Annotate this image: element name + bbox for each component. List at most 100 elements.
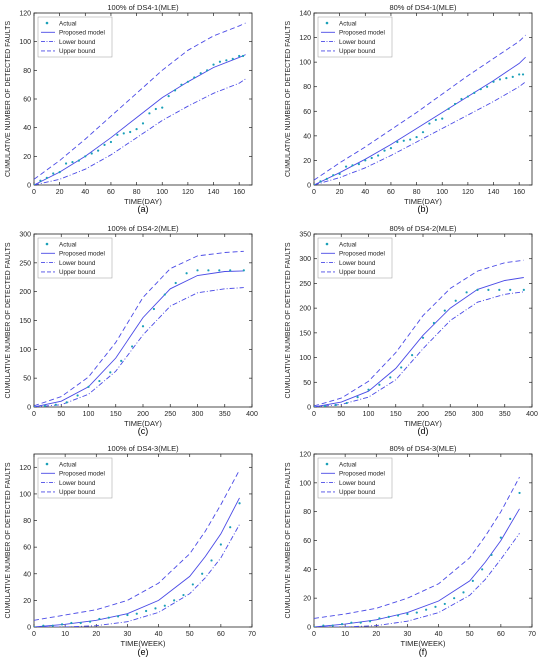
x-tick-label: 60: [107, 189, 115, 196]
chart-title: 80% of DS4-3(MLE): [389, 444, 457, 453]
y-axis-label: CUMULATIVE NUMBER OF DETECTED FAULTS: [5, 242, 12, 398]
actual-point: [498, 288, 501, 291]
actual-point: [402, 139, 405, 142]
legend-box: [317, 237, 393, 279]
legend-label: Upper bound: [59, 48, 96, 55]
panel-label: (e): [138, 647, 149, 657]
x-tick-label: 200: [137, 411, 149, 418]
actual-point: [378, 383, 381, 386]
x-tick-label: 300: [472, 411, 484, 418]
actual-point: [126, 613, 129, 617]
actual-point: [34, 405, 36, 407]
y-tick-label: 80: [23, 68, 31, 75]
legend-label: Upper bound: [339, 48, 376, 55]
panel-label: (d): [418, 426, 429, 436]
actual-point: [34, 625, 36, 627]
actual-point: [486, 85, 489, 88]
y-tick-label: 100: [19, 491, 31, 498]
proposed-model-line: [314, 277, 524, 407]
legend: Actual Proposed model Lower bound Upper bou…: [317, 16, 393, 58]
actual-point: [201, 572, 204, 575]
actual-point: [338, 172, 341, 176]
lower-bound-line: [34, 524, 240, 627]
actual-point: [314, 625, 316, 627]
legend-marker-actual: [45, 462, 49, 466]
legend-marker-actual: [45, 242, 49, 246]
actual-point: [428, 122, 431, 125]
y-tick-label: 60: [303, 538, 311, 545]
actual-point: [45, 176, 48, 179]
actual-point: [87, 385, 90, 388]
y-tick-label: 200: [19, 289, 31, 296]
x-tick-label: 350: [499, 411, 511, 418]
actual-point: [421, 336, 425, 339]
actual-point: [135, 128, 138, 131]
actual-point: [377, 154, 380, 157]
actual-point: [415, 611, 418, 614]
y-tick-label: 150: [19, 318, 31, 325]
x-tick-label: 400: [526, 411, 538, 418]
legend-label: Actual: [59, 461, 77, 468]
chart-panel: 0 20 40 60 80 100 120 140 160 0 20 40 60 80 100 120 100%…: [5, 3, 253, 214]
x-tick-label: 0: [32, 411, 36, 418]
actual-point: [182, 593, 185, 597]
actual-point: [34, 183, 36, 185]
actual-point: [42, 624, 45, 627]
actual-point: [90, 152, 93, 155]
actual-point: [443, 309, 446, 312]
legend-marker-actual: [325, 242, 329, 246]
actual-point: [141, 325, 145, 328]
lower-bound-line: [314, 291, 524, 407]
x-axis-label: TIME(WEEK): [401, 639, 446, 648]
upper-bound-line: [34, 469, 240, 621]
actual-point: [357, 163, 360, 166]
legend-label: Upper bound: [339, 489, 376, 496]
actual-point: [163, 293, 166, 296]
x-tick-label: 40: [361, 189, 369, 196]
series-group: [314, 476, 521, 627]
actual-point: [383, 149, 386, 152]
actual-point: [120, 359, 123, 362]
x-tick-label: 80: [133, 189, 141, 196]
legend-label: Lower bound: [339, 39, 376, 46]
y-tick-label: 250: [19, 260, 31, 267]
legend-label: Proposed model: [59, 30, 105, 37]
legend-label: Lower bound: [59, 480, 96, 487]
actual-point: [425, 608, 428, 611]
actual-point: [71, 160, 74, 164]
actual-point: [499, 536, 502, 539]
actual-point: [462, 591, 465, 594]
legend-marker-actual: [325, 462, 329, 466]
legend-box: [37, 237, 113, 279]
legend-box: [317, 16, 393, 58]
y-tick-label: 100: [299, 480, 311, 487]
actual-point: [79, 621, 82, 625]
actual-point: [432, 321, 435, 325]
actual-point: [406, 612, 409, 616]
x-tick-label: 100: [363, 411, 375, 418]
actual-point: [193, 76, 196, 79]
actual-point: [167, 95, 170, 98]
x-tick-label: 50: [57, 411, 65, 418]
actual-point: [84, 155, 87, 158]
actual-point: [325, 177, 328, 180]
x-tick-label: 350: [219, 411, 231, 418]
actual-point: [154, 607, 157, 610]
actual-point: [344, 165, 348, 168]
y-tick-label: 40: [303, 133, 311, 140]
chart-panel: 0 50 100 150 200 250 300 350 400 0 50 100 150 200 250 3…: [5, 224, 258, 436]
legend-label: Lower bound: [59, 39, 96, 46]
x-tick-label: 20: [56, 189, 64, 196]
x-tick-label: 0: [312, 411, 316, 418]
chart-panel: 0 10 20 30 40 50 60 70 0 20 40 60 80 100 120 100% of DS…: [5, 444, 256, 657]
actual-point: [116, 615, 120, 618]
y-tick-label: 40: [23, 571, 31, 578]
upper-bound-line: [314, 259, 524, 407]
upper-bound-line: [34, 22, 246, 180]
actual-point: [471, 579, 474, 582]
y-tick-label: 0: [27, 183, 31, 190]
x-tick-label: 30: [404, 631, 412, 638]
y-axis-label: CUMULATIVE NUMBER OF DETECTED FAULTS: [5, 462, 12, 618]
actual-point: [511, 75, 514, 78]
actual-point: [161, 106, 164, 109]
